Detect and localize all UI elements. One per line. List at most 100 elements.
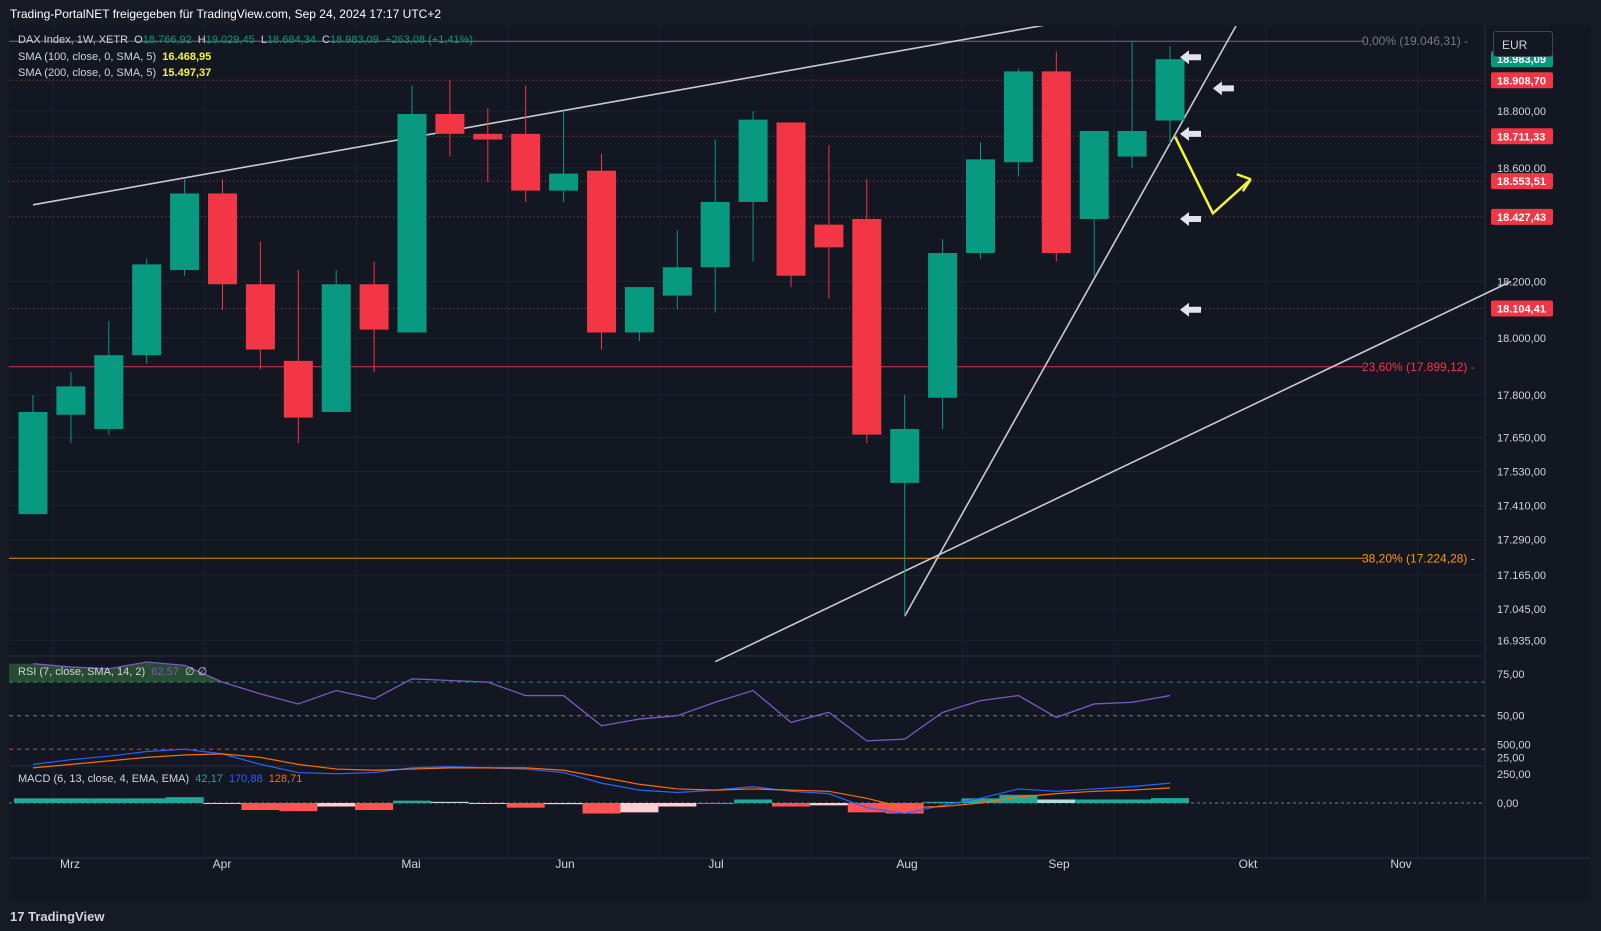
macd-histogram-bar <box>999 794 1038 803</box>
low-label: L <box>260 34 267 46</box>
candle-body[interactable] <box>966 159 995 254</box>
rsi-value: 62,57 <box>151 666 179 678</box>
price-tick-label: 17.800,00 <box>1497 390 1546 402</box>
candle-body[interactable] <box>738 119 768 202</box>
candle-body[interactable] <box>549 173 579 191</box>
arrow-annotation[interactable] <box>1180 211 1201 226</box>
candle-body[interactable] <box>359 284 389 330</box>
macd-histogram-bar <box>468 803 507 804</box>
candle-body[interactable] <box>208 193 237 285</box>
candle-body[interactable] <box>662 267 692 296</box>
price-tick-label: 17.530,00 <box>1497 467 1546 479</box>
sma100-legend[interactable]: SMA (100, close, 0, SMA, 5) 16.468,95 <box>18 51 211 63</box>
fib-level-label: 23,60% (17.899,12) - <box>1362 360 1475 374</box>
price-tick-label: 17.165,00 <box>1497 570 1546 582</box>
time-axis-label: Aug <box>896 857 917 871</box>
rsi-legend[interactable]: RSI (7, close, SMA, 14, 2) 62,57 ∅ ∅ <box>18 665 207 678</box>
close-value: 18.983,09 <box>329 34 379 46</box>
sma200-legend[interactable]: SMA (200, close, 0, SMA, 5) 15.497,37 <box>18 67 211 79</box>
rsi-extra: ∅ ∅ <box>184 666 208 678</box>
time-axis-label: Apr <box>213 857 232 871</box>
price-badge <box>1491 208 1553 225</box>
candle-body[interactable] <box>1155 59 1185 121</box>
candle-body[interactable] <box>283 360 313 418</box>
trendline[interactable] <box>714 280 1512 663</box>
arrow-annotation[interactable] <box>1180 302 1201 317</box>
candle-body[interactable] <box>321 284 351 412</box>
candle-body[interactable] <box>1079 131 1109 219</box>
low-value: 18.684,34 <box>266 34 316 46</box>
price-tick-label: 17.045,00 <box>1497 604 1546 616</box>
candle-body[interactable] <box>700 201 730 268</box>
arrow-annotation[interactable] <box>1212 81 1234 96</box>
candle-body[interactable] <box>624 287 654 333</box>
trendline[interactable] <box>904 26 1284 617</box>
candle-body[interactable] <box>890 428 920 483</box>
candle-body[interactable] <box>814 224 844 248</box>
macd-histogram-bar <box>620 803 659 813</box>
arrow-annotation[interactable] <box>1180 50 1201 65</box>
candle-body[interactable] <box>473 133 503 140</box>
price-tick-label: 18.600,00 <box>1497 163 1546 175</box>
macd-legend[interactable]: MACD (6, 13, close, 4, EMA, EMA) 42,17 1… <box>18 773 302 785</box>
candle-body[interactable] <box>56 386 86 415</box>
trendline[interactable] <box>32 26 1511 206</box>
chart-canvas[interactable]: 18.800,00 18.600,00 18.200,00 18.000,00 17.8… <box>9 26 1591 900</box>
macd-histogram-bar <box>51 798 90 803</box>
macd-histogram-bar <box>165 797 204 803</box>
time-axis-label: Mai <box>401 857 420 871</box>
share-title: Trading-PortalNET freigegeben für Tradin… <box>10 7 442 21</box>
candle-body[interactable] <box>776 122 806 276</box>
yellow-arrowhead <box>1236 173 1252 192</box>
sma200-label: SMA (200, close, 0, SMA, 5) <box>18 67 157 79</box>
price-badge-label: 18.908,70 <box>1497 75 1546 87</box>
macd-histogram-bar <box>506 803 545 808</box>
price-badge-label: 18.711,33 <box>1497 131 1545 143</box>
sma100-label: SMA (100, close, 0, SMA, 5) <box>18 51 157 63</box>
candle-body[interactable] <box>170 193 200 271</box>
macd-histogram-bar <box>1113 799 1152 803</box>
macd-signal-line[interactable] <box>32 753 1171 809</box>
macd-histogram-bar <box>1151 798 1189 803</box>
macd-hist-value: 42,17 <box>195 773 223 785</box>
yellow-path-annotation[interactable] <box>1173 136 1252 216</box>
macd-histogram-bar <box>544 803 583 805</box>
candle-body[interactable] <box>1041 71 1071 254</box>
candle-body[interactable] <box>397 113 427 333</box>
rsi-line[interactable] <box>32 661 1171 742</box>
candle-body[interactable] <box>928 253 958 398</box>
candle-body[interactable] <box>245 284 275 350</box>
macd-tick-label: 500,00 <box>1497 740 1531 752</box>
macd-label: MACD (6, 13, close, 4, EMA, EMA) <box>18 773 190 785</box>
candle-body[interactable] <box>587 170 616 333</box>
candle-body[interactable] <box>1003 71 1033 163</box>
macd-histogram-bar <box>1075 799 1114 803</box>
macd-histogram-bar <box>809 803 848 806</box>
chart-frame[interactable]: 18.800,00 18.600,00 18.200,00 18.000,00 17.8… <box>9 26 1591 900</box>
macd-histogram-bar <box>279 803 318 812</box>
rsi-tick-label: 75,00 <box>1497 669 1525 681</box>
candle-body[interactable] <box>18 411 48 515</box>
currency-selector[interactable]: EUR <box>1493 31 1553 57</box>
price-tick-label: 17.410,00 <box>1497 501 1546 513</box>
tradingview-logo[interactable]: 17 TradingView <box>10 909 104 924</box>
price-badge-label: 18.104,41 <box>1497 304 1546 316</box>
sma200-value: 15.497,37 <box>162 67 212 79</box>
arrow-annotation[interactable] <box>1180 126 1201 141</box>
candle-body[interactable] <box>1117 131 1147 157</box>
macd-tick-label: 250,00 <box>1497 769 1531 781</box>
price-tick-label: 17.650,00 <box>1497 432 1546 444</box>
rsi-tick-label: 25,00 <box>1497 753 1525 765</box>
candle-body[interactable] <box>511 133 541 191</box>
price-badge <box>1491 173 1553 190</box>
candle-body[interactable] <box>94 355 124 429</box>
macd-histogram-bar <box>203 803 242 804</box>
symbol-name[interactable]: DAX Index, 1W, XETR <box>18 34 129 46</box>
candle-body[interactable] <box>435 113 465 134</box>
candle-body[interactable] <box>132 264 162 356</box>
candle-body[interactable] <box>852 218 882 435</box>
macd-histogram-bar <box>241 803 280 811</box>
close-label: C <box>322 34 330 46</box>
time-axis-label: Nov <box>1390 857 1411 871</box>
macd-histogram-bar <box>582 803 621 814</box>
